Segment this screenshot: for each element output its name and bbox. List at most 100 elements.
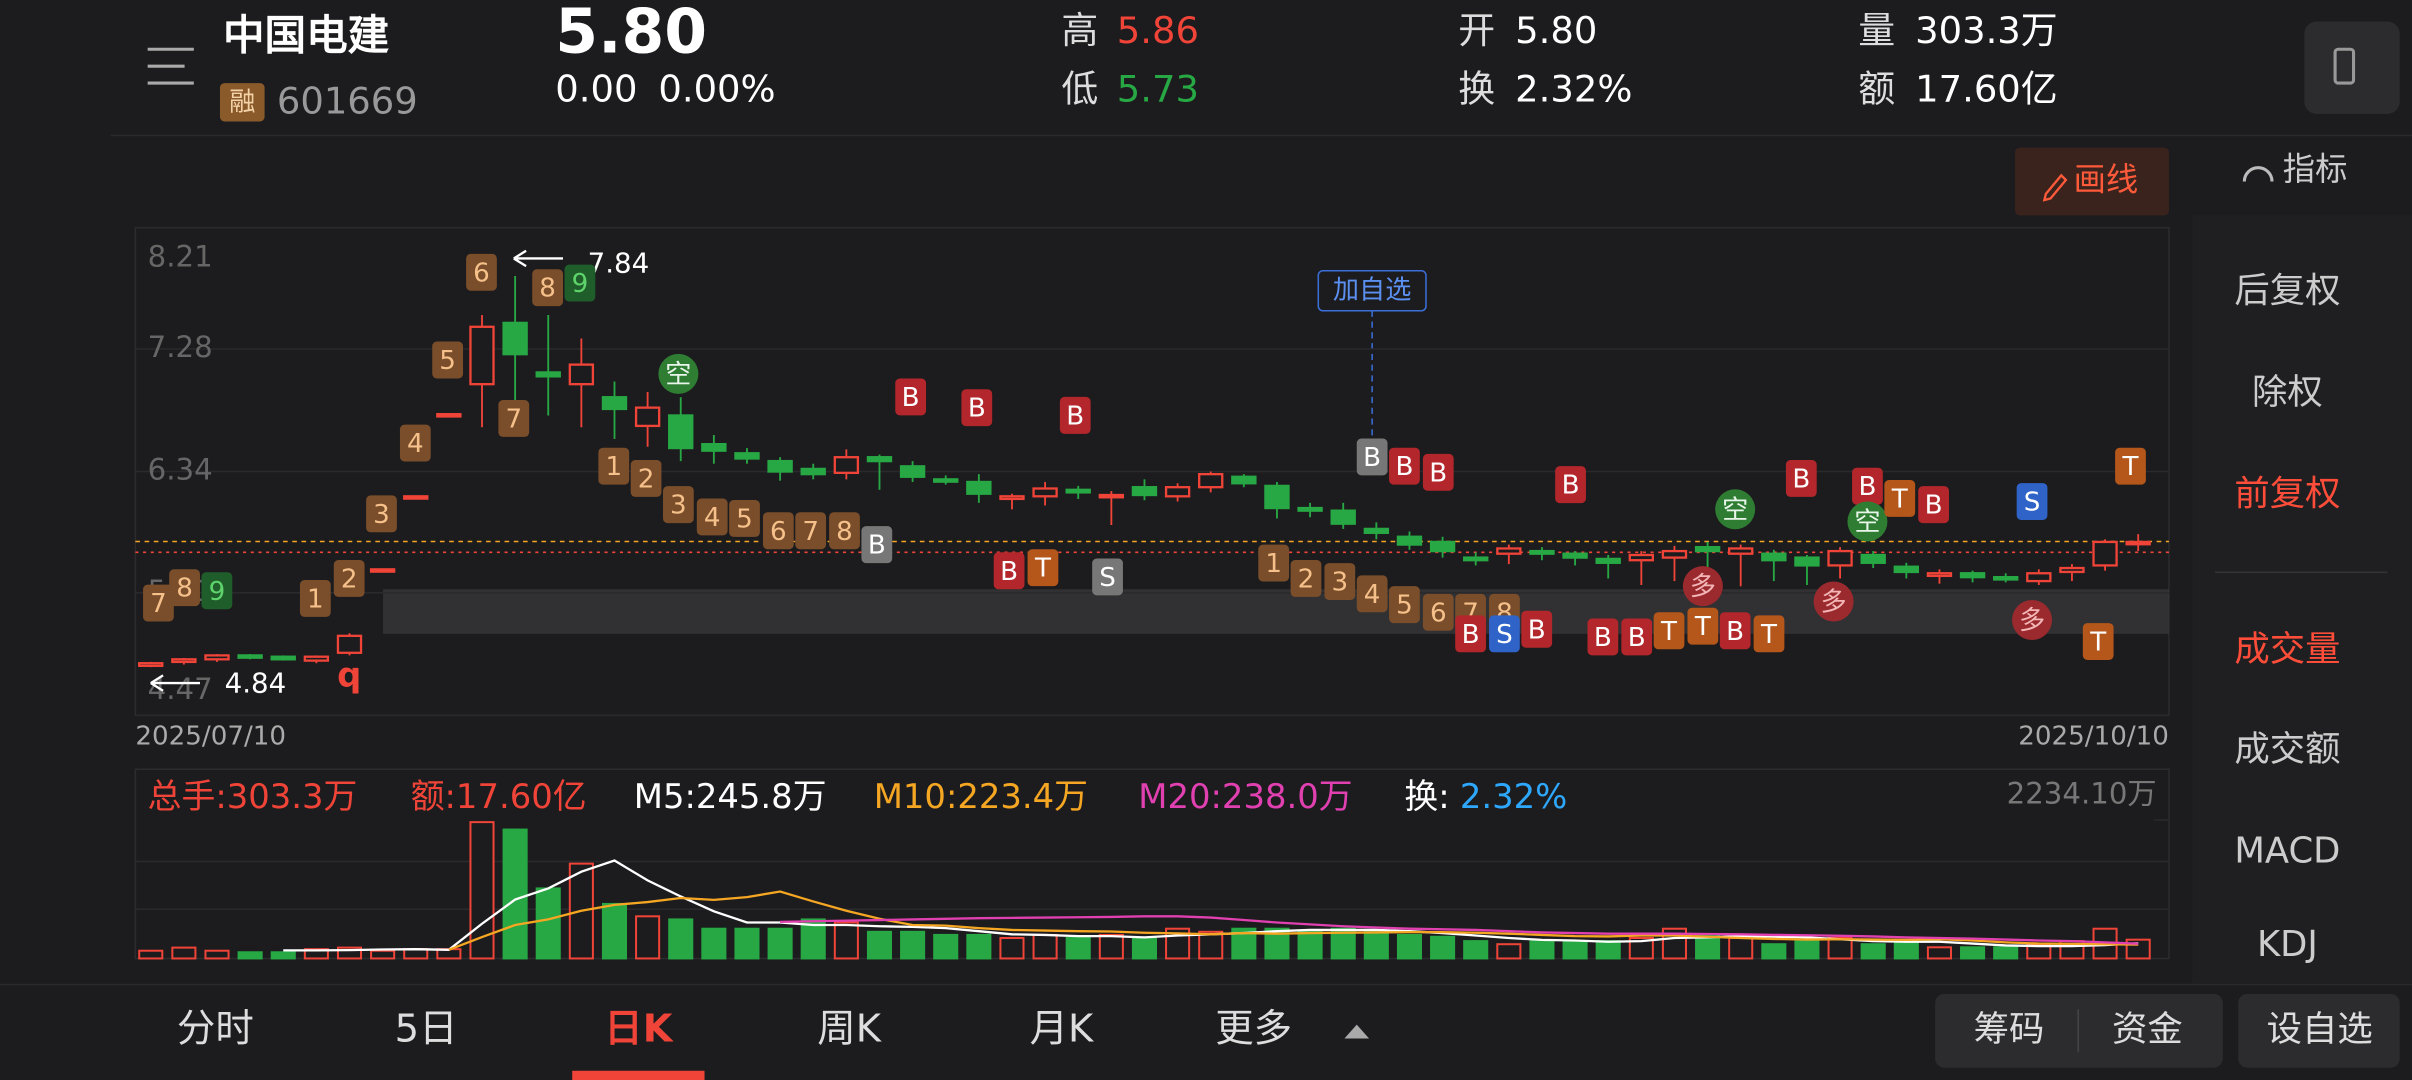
candle-body bbox=[1164, 486, 1191, 498]
x-tick-label: 2025/07/10 bbox=[135, 721, 286, 751]
side-menu-item[interactable]: 成交量 bbox=[2234, 629, 2340, 670]
marker-bg bbox=[895, 378, 927, 416]
watch-button-bg bbox=[2238, 993, 2400, 1068]
marker-bg bbox=[399, 424, 431, 462]
candle-body bbox=[701, 443, 727, 452]
candle-body bbox=[767, 459, 793, 473]
tab[interactable]: 月K bbox=[1030, 1006, 1095, 1051]
side-menu-item[interactable]: MACD bbox=[2234, 830, 2340, 871]
marker: 3 bbox=[373, 500, 390, 530]
marker-bg bbox=[1813, 581, 1854, 622]
draw-button[interactable] bbox=[2015, 147, 2169, 216]
marker: 6 bbox=[1430, 598, 1447, 628]
marker-bg bbox=[1621, 618, 1653, 656]
marker-bg bbox=[143, 584, 174, 622]
candle-body bbox=[1595, 557, 1621, 564]
legend-item: M5:245.8万 bbox=[634, 777, 827, 816]
tab[interactable]: 周K bbox=[817, 1006, 882, 1051]
candle-body bbox=[1297, 506, 1323, 512]
candle-body bbox=[469, 325, 495, 386]
candle-body bbox=[1926, 572, 1953, 578]
marker: B bbox=[902, 383, 920, 413]
marker: B bbox=[1726, 617, 1744, 647]
candle-body bbox=[1330, 509, 1356, 525]
volume: 303.3万 bbox=[1915, 9, 2058, 52]
tab[interactable]: 分时 bbox=[177, 1006, 254, 1051]
candle-body bbox=[270, 655, 296, 661]
watch-box[interactable] bbox=[1317, 270, 1427, 312]
marker-bg bbox=[1847, 501, 1888, 542]
marker-bg bbox=[564, 264, 596, 302]
marker: 9 bbox=[572, 269, 589, 299]
low: 5.73 bbox=[1117, 67, 1199, 110]
marker-bg bbox=[1653, 612, 1685, 650]
candle-body bbox=[1694, 546, 1721, 553]
button-label[interactable]: 设自选 bbox=[2267, 1009, 2373, 1050]
legend-item: M20:238.0万 bbox=[1138, 777, 1352, 816]
candle-body bbox=[1529, 549, 1555, 555]
side-menu-item[interactable]: 除权 bbox=[2252, 372, 2323, 413]
marker-bg bbox=[432, 341, 464, 379]
marker-bg bbox=[299, 580, 331, 617]
candle-body bbox=[800, 467, 826, 476]
tab[interactable]: 日K bbox=[604, 1006, 673, 1051]
volume-bar bbox=[336, 946, 363, 960]
button-label[interactable]: 资金 bbox=[2112, 1009, 2183, 1050]
volume-bar bbox=[767, 927, 793, 960]
candle-body bbox=[1728, 547, 1754, 555]
volume-bar bbox=[999, 937, 1025, 960]
side-menu-item[interactable]: KDJ bbox=[2257, 924, 2318, 965]
marker: 1 bbox=[605, 452, 622, 482]
marker: 2 bbox=[638, 464, 655, 494]
open: 5.80 bbox=[1515, 9, 1597, 52]
tab[interactable]: 5日 bbox=[395, 1006, 458, 1051]
marker-bg bbox=[201, 572, 233, 610]
change-pct: 0.00% bbox=[658, 67, 775, 110]
marker: 5 bbox=[439, 346, 456, 376]
volume-bar bbox=[270, 951, 296, 960]
marker: T bbox=[2089, 628, 2107, 658]
marker-bg bbox=[1715, 489, 1756, 530]
volume-bar bbox=[403, 948, 429, 960]
side-menu-item[interactable]: 成交额 bbox=[2234, 729, 2340, 770]
marker-bg bbox=[1719, 612, 1751, 650]
side-menu-item[interactable]: 后复权 bbox=[2234, 270, 2340, 311]
candle-body bbox=[502, 321, 528, 356]
menu-icon[interactable] bbox=[147, 47, 194, 85]
indicator-label[interactable]: 指标 bbox=[2283, 150, 2348, 188]
button-label[interactable]: 筹码 bbox=[1974, 1009, 2045, 1050]
tab[interactable]: 更多 bbox=[1215, 1006, 1292, 1051]
candle-body bbox=[403, 495, 429, 500]
marker-bg bbox=[2012, 600, 2053, 640]
marker: B bbox=[1000, 557, 1018, 587]
side-menu-item[interactable]: 前复权 bbox=[2234, 473, 2340, 514]
marker: 1 bbox=[1265, 549, 1282, 579]
marker-bg bbox=[366, 495, 397, 533]
marker: 多 bbox=[1821, 588, 1847, 618]
candle-body bbox=[2059, 566, 2085, 574]
y-tick-label: 4.47 bbox=[148, 672, 213, 706]
amount-label: 额 bbox=[1858, 67, 1895, 110]
marker-bg bbox=[861, 526, 893, 564]
watch-label[interactable]: 加自选 bbox=[1333, 275, 1411, 305]
volume-bar bbox=[701, 927, 727, 960]
volume-bar bbox=[204, 949, 230, 960]
marker: 6 bbox=[770, 517, 787, 547]
candle-body bbox=[634, 406, 661, 428]
gauge-icon bbox=[2242, 166, 2274, 182]
volume-bar bbox=[1330, 927, 1356, 960]
candle-body bbox=[2092, 540, 2118, 567]
marker: T bbox=[2122, 452, 2140, 482]
marker: B bbox=[1562, 471, 1580, 501]
volume-bar bbox=[1098, 933, 1124, 960]
marker: B bbox=[968, 394, 986, 424]
marker-bg bbox=[1682, 566, 1723, 607]
candle-body bbox=[171, 658, 197, 664]
marker-bg bbox=[1489, 615, 1520, 653]
candle-body bbox=[1098, 493, 1125, 499]
marker: 5 bbox=[736, 504, 753, 534]
marker: 1 bbox=[307, 584, 324, 614]
marker-bg bbox=[1455, 615, 1486, 653]
